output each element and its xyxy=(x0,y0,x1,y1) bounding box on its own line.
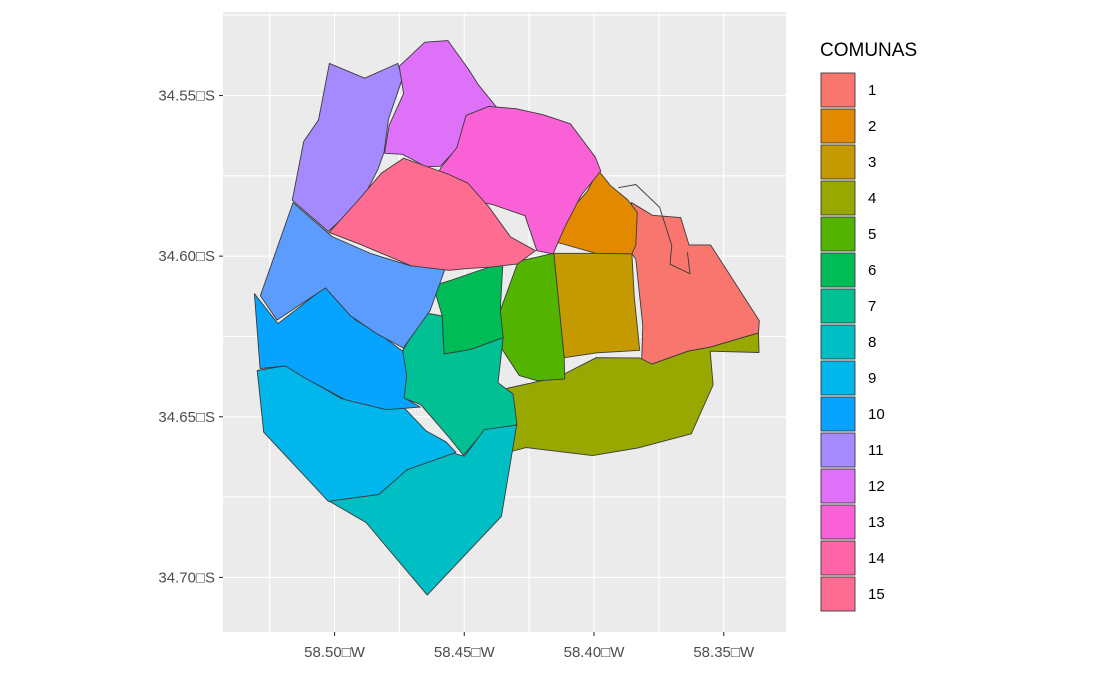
legend-key-3 xyxy=(820,144,856,180)
axes: 58.50□W 58.45□W 58.40□W 58.35□W 34.55□S 34.60… xyxy=(158,88,755,661)
legend-key-8 xyxy=(820,324,856,360)
legend-key-13 xyxy=(820,504,856,540)
legend-key-4 xyxy=(820,180,856,216)
legend-label-11: 11 xyxy=(868,442,884,459)
comuna-12-region xyxy=(291,62,403,232)
comunas-layer xyxy=(253,40,760,596)
x-tick-label: 58.35□W xyxy=(693,644,755,661)
legend-label-15: 15 xyxy=(868,586,885,603)
x-tick-label: 58.45□W xyxy=(434,644,496,661)
legend-label-2: 2 xyxy=(868,118,876,135)
legend-label-3: 3 xyxy=(868,154,876,171)
legend-label-8: 8 xyxy=(868,334,876,351)
legend-label-5: 5 xyxy=(868,226,876,243)
legend-key-10 xyxy=(820,396,856,432)
y-tick-label: 34.65□S xyxy=(158,409,215,426)
comuna-11-region xyxy=(259,202,447,349)
legend-key-2 xyxy=(820,108,856,144)
legend-label-14: 14 xyxy=(868,550,885,567)
port-docks-outline xyxy=(618,184,691,275)
legend-label-9: 9 xyxy=(868,370,876,387)
legend-key-12 xyxy=(820,468,856,504)
legend-key-14 xyxy=(820,540,856,576)
legend-key-6 xyxy=(820,252,856,288)
legend-key-9 xyxy=(820,360,856,396)
legend-label-7: 7 xyxy=(868,298,876,315)
legend-key-1 xyxy=(820,72,856,108)
comuna-15-region xyxy=(328,157,536,271)
y-tick-label: 34.55□S xyxy=(158,88,215,105)
legend-title: COMUNAS xyxy=(820,40,917,61)
legend-label-12: 12 xyxy=(868,478,885,495)
y-tick-label: 34.60□S xyxy=(158,248,215,265)
comuna-4-region xyxy=(480,332,760,460)
legend-label-6: 6 xyxy=(868,262,876,279)
comuna-3-region xyxy=(553,252,641,359)
legend-label-13: 13 xyxy=(868,514,885,531)
x-tick-label: 58.50□W xyxy=(304,644,366,661)
legend-key-7 xyxy=(820,288,856,324)
y-tick-label: 34.70□S xyxy=(158,569,215,586)
coastline-layer xyxy=(618,184,691,275)
legend-label-10: 10 xyxy=(868,406,885,423)
legend-key-5 xyxy=(820,216,856,252)
legend-label-1: 1 xyxy=(868,82,876,99)
legend-key-11 xyxy=(820,432,856,468)
legend-key-15 xyxy=(820,576,856,612)
legend-label-4: 4 xyxy=(868,190,876,207)
comuna-14-region xyxy=(433,105,602,255)
x-tick-label: 58.40□W xyxy=(564,644,626,661)
